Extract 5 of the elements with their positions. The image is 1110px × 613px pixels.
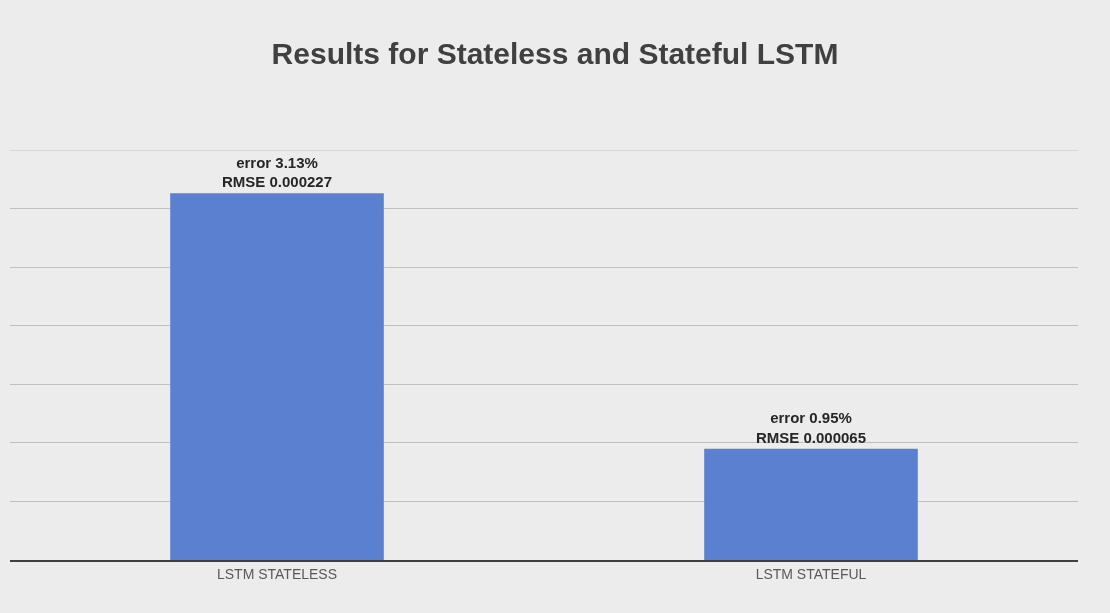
data-label: error 3.13% RMSE 0.000227 xyxy=(221,153,333,191)
x-tick-label: LSTM STATEFUL xyxy=(755,565,867,582)
chart-title: Results for Stateless and Stateful LSTM xyxy=(271,36,839,70)
x-tick-label: LSTM STATELESS xyxy=(216,565,338,582)
data-label: error 0.95% RMSE 0.000065 xyxy=(755,409,867,446)
